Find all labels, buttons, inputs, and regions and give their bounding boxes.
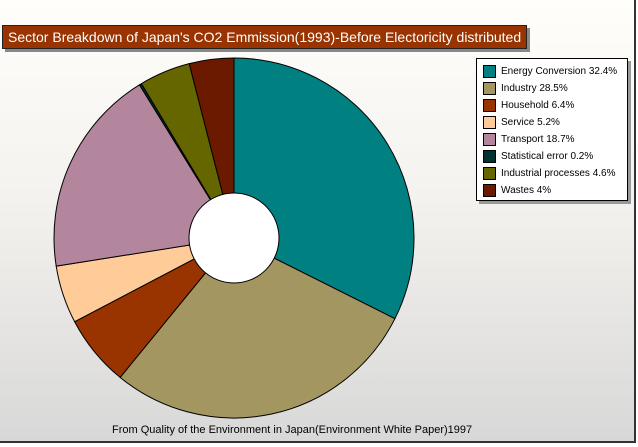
legend-swatch	[483, 65, 496, 78]
chart-title: Sector Breakdown of Japan's CO2 Emmissio…	[2, 25, 528, 49]
source-note: From Quality of the Environment in Japan…	[112, 424, 473, 436]
legend-item: Wastes 4%	[483, 184, 551, 197]
legend-label: Industrial processes 4.6%	[501, 168, 616, 179]
legend-label: Service 5.2%	[501, 117, 560, 128]
legend-item: Industry 28.5%	[483, 82, 568, 95]
legend-swatch	[483, 99, 496, 112]
pie-slice-transport	[53, 84, 235, 267]
legend-swatch	[483, 116, 496, 129]
pie-hole	[188, 192, 280, 284]
legend-swatch	[483, 150, 496, 163]
legend-item: Industrial processes 4.6%	[483, 167, 616, 180]
pie-slice-wastes	[188, 57, 235, 239]
legend-swatch	[483, 167, 496, 180]
legend-item: Statistical error 0.2%	[483, 150, 593, 163]
legend-label: Energy Conversion 32.4%	[501, 66, 618, 77]
legend: Energy Conversion 32.4% Industry 28.5% Hou…	[476, 58, 628, 201]
legend-item: Household 6.4%	[483, 99, 574, 112]
legend-label: Industry 28.5%	[501, 83, 568, 94]
legend-swatch	[483, 82, 496, 95]
legend-item: Energy Conversion 32.4%	[483, 65, 617, 78]
legend-item: Transport 18.7%	[483, 133, 575, 146]
legend-label: Statistical error 0.2%	[501, 151, 594, 162]
legend-label: Household 6.4%	[501, 100, 575, 111]
pie-slice-industry	[119, 237, 396, 419]
legend-item: Service 5.2%	[483, 116, 560, 129]
legend-swatch	[483, 184, 496, 197]
pie-slice-energy-conversion	[233, 57, 415, 320]
legend-label: Transport 18.7%	[501, 134, 575, 145]
legend-label: Wastes 4%	[501, 185, 552, 196]
legend-swatch	[483, 133, 496, 146]
